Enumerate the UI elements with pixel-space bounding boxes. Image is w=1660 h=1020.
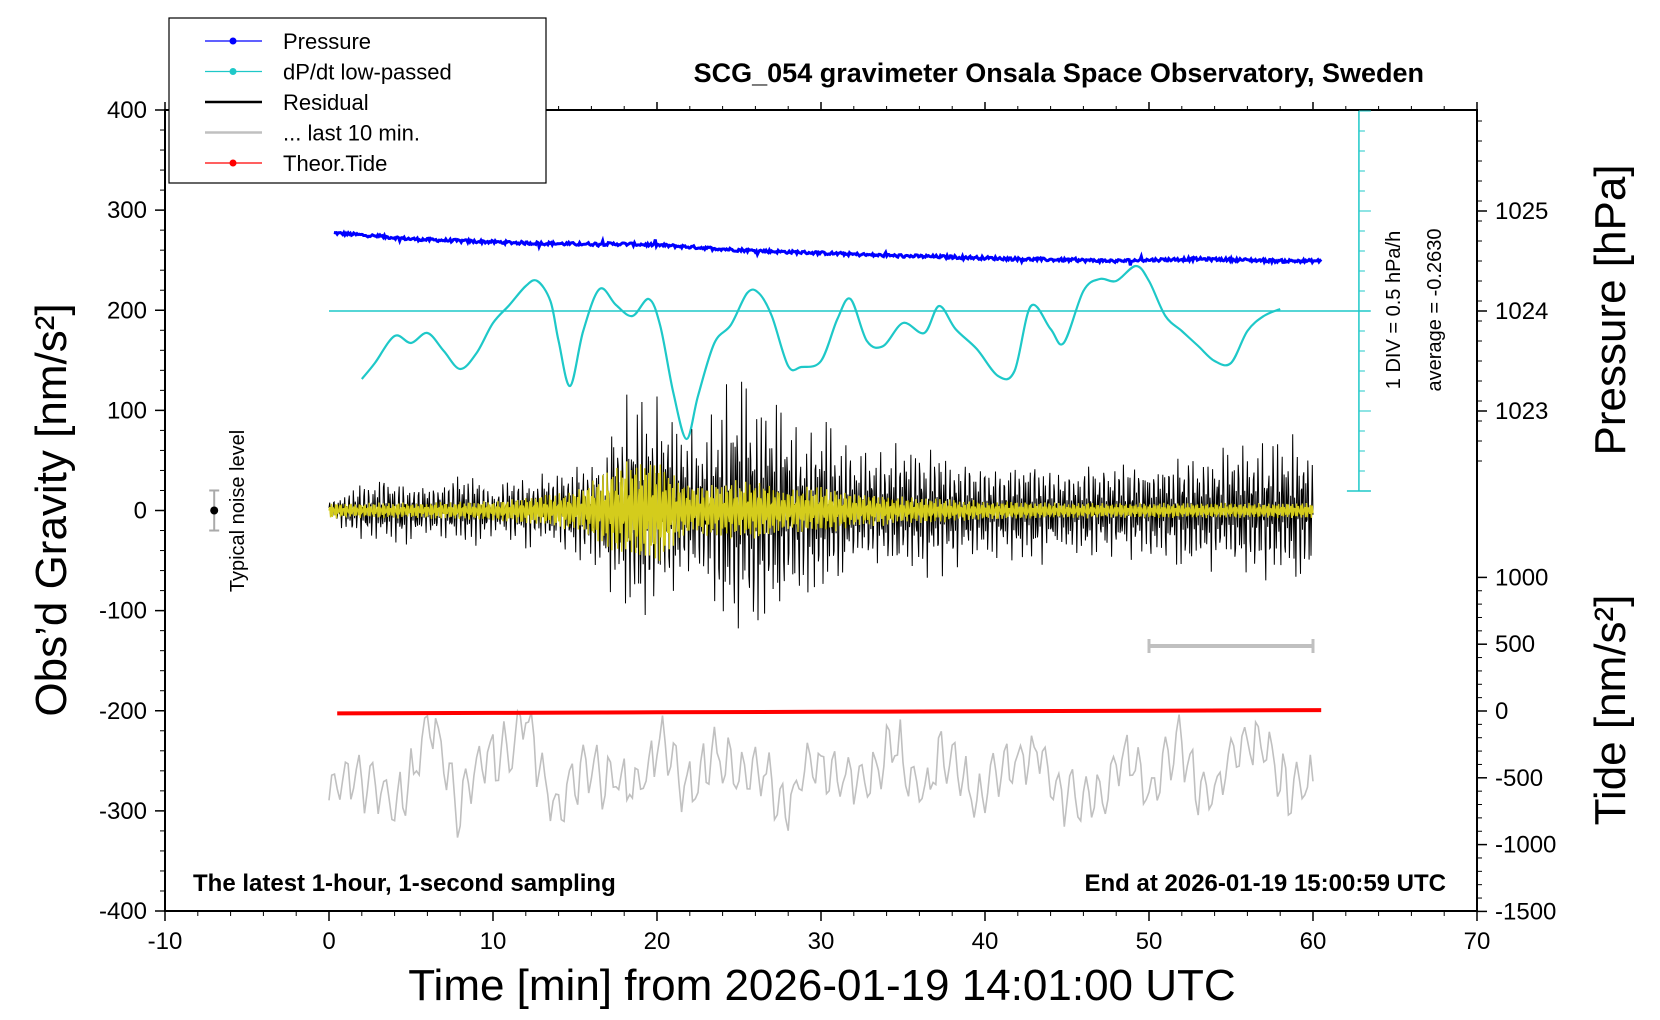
y-axis-tide-title: Tide [nm/s²]	[1586, 595, 1635, 826]
dpdt-line	[360, 264, 1281, 441]
tide-tick-label: -1000	[1495, 832, 1556, 859]
legend-swatch-dot	[229, 37, 237, 45]
pressure-line	[333, 229, 1323, 267]
y-axis-tide: -1500 -1000 -500 0 500 1000	[1477, 564, 1556, 925]
tide-tick-label: -500	[1495, 765, 1543, 792]
x-tick-label: 20	[644, 928, 671, 955]
legend-item: Pressure	[205, 29, 371, 54]
y-tick-label: 200	[107, 297, 147, 324]
pressure-scale-axis	[1346, 110, 1371, 492]
legend-label: Pressure	[283, 29, 371, 54]
noise-dot	[210, 506, 219, 515]
dpdt-scale-label: 1 DIV = 0.5 hPa/h	[1383, 231, 1405, 389]
x-tick-label: 60	[1300, 928, 1327, 955]
legend-item: dP/dt low-passed	[205, 60, 452, 85]
x-tick-label: -10	[148, 928, 183, 955]
y-tick-label: -400	[99, 898, 147, 925]
legend-label: Residual	[283, 90, 369, 115]
x-axis: -10 0 10 20 30 40 50 60 70	[148, 102, 1491, 955]
y-tick-label: 300	[107, 197, 147, 224]
noise-level-label: Typical noise level	[227, 430, 249, 592]
pressure-tick-label: 1024	[1495, 298, 1548, 325]
noise-level-indicator	[209, 489, 220, 532]
legend-item: Theor.Tide	[205, 151, 387, 176]
tide-tick-label: 1000	[1495, 564, 1548, 591]
legend-label: Theor.Tide	[283, 151, 387, 176]
tide-line	[337, 708, 1322, 716]
legend-label: ... last 10 min.	[283, 121, 420, 146]
y-axis-left: -400 -300 -200 -100 0 100 200 300 400	[99, 97, 165, 925]
tide-tick-label: 500	[1495, 631, 1535, 658]
y-axis-pressure-title: Pressure [hPa]	[1586, 164, 1635, 455]
last-10-min-bracket	[1147, 639, 1315, 653]
x-tick-label: 0	[322, 928, 335, 955]
series-dpdt-low-passed	[360, 264, 1281, 441]
x-tick-label: 10	[480, 928, 507, 955]
y-tick-label: -100	[99, 598, 147, 625]
x-tick-label: 70	[1464, 928, 1491, 955]
dpdt-average-label: average = -0.2630	[1424, 229, 1446, 392]
legend-item: Residual	[205, 90, 369, 115]
series-theor-tide	[337, 708, 1322, 716]
series-last-10-min	[328, 708, 1314, 838]
y-tick-label: -200	[99, 698, 147, 725]
tide-tick-label: 0	[1495, 698, 1508, 725]
legend-box	[168, 17, 547, 184]
y-tick-label: 0	[134, 498, 147, 525]
y-axis-pressure: 1023 1024 1025	[1477, 120, 1548, 462]
last-10-min-line	[328, 708, 1314, 838]
legend-swatch-dot	[229, 68, 237, 75]
footer-right: End at 2026-01-19 15:00:59 UTC	[1085, 870, 1447, 897]
x-tick-label: 30	[808, 928, 835, 955]
footer-left: The latest 1-hour, 1-second sampling	[193, 870, 616, 897]
y-tick-label: -300	[99, 798, 147, 825]
tide-tick-label: -1500	[1495, 898, 1556, 925]
y-axis-left-title: Obs’d Gravity [nm/s²]	[27, 303, 76, 716]
pressure-tick-label: 1023	[1495, 398, 1548, 425]
legend-swatch-dot	[229, 159, 237, 167]
x-tick-label: 40	[972, 928, 999, 955]
y-tick-label: 400	[107, 97, 147, 124]
series-filtered-residual	[328, 461, 1314, 562]
chart-title: SCG_054 gravimeter Onsala Space Observat…	[694, 58, 1424, 88]
x-axis-title: Time [min] from 2026-01-19 14:01:00 UTC	[408, 961, 1235, 1010]
pressure-tick-label: 1025	[1495, 198, 1548, 225]
filtered-residual-line	[328, 461, 1314, 562]
legend-item: ... last 10 min.	[205, 121, 420, 146]
legend: Pressure dP/dt low-passed Residual ... last…	[168, 17, 547, 184]
legend-label: dP/dt low-passed	[283, 60, 452, 85]
x-tick-label: 50	[1136, 928, 1163, 955]
y-tick-label: 100	[107, 397, 147, 424]
legend-items: Pressure dP/dt low-passed Residual ... last…	[205, 29, 452, 176]
series-pressure	[333, 229, 1323, 267]
